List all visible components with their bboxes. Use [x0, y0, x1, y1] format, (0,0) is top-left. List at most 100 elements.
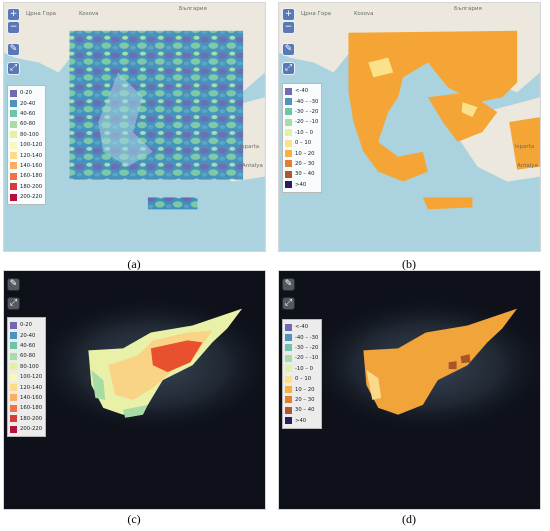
- legend-swatch: [285, 323, 292, 331]
- legend-swatch: [285, 170, 292, 178]
- legend-item: 20-40: [10, 98, 42, 108]
- legend-label: -20 – -10: [295, 355, 319, 362]
- cyprus-solar-map-c: [4, 271, 265, 509]
- draw-tool-button[interactable]: ✎: [8, 44, 19, 55]
- legend-label: 20-40: [20, 100, 36, 107]
- legend-swatch: [285, 108, 292, 116]
- legend-swatch: [10, 352, 17, 360]
- draw-tool-button[interactable]: ✎: [283, 44, 294, 55]
- legend-swatch: [285, 334, 292, 342]
- legend-label: -40 – -30: [295, 98, 319, 105]
- legend-item: 10 – 20: [285, 148, 318, 158]
- legend-item: 0-20: [10, 320, 42, 330]
- legend-swatch: [10, 89, 17, 97]
- zoom-out-button[interactable]: −: [8, 22, 19, 33]
- legend-label: 180-200: [20, 415, 43, 422]
- fullscreen-button[interactable]: ⤢: [8, 298, 19, 309]
- zoom-in-button[interactable]: +: [283, 9, 294, 20]
- caption-b: (b): [402, 257, 416, 271]
- legend-item: >40: [285, 180, 318, 190]
- legend-item: 30 – 40: [285, 169, 318, 179]
- legend-label: -40 – -30: [295, 334, 319, 341]
- legend-swatch: [10, 131, 17, 139]
- zoom-in-button[interactable]: +: [8, 9, 19, 20]
- map-panel-a[interactable]: + − ✎ ⤢ 0-20 20-40 40-60 60-80 80-100 100-120…: [3, 2, 266, 252]
- legend-item: -40 – -30: [285, 332, 318, 342]
- legend-swatch: [10, 363, 17, 371]
- map-label-kosova: Kosova: [79, 11, 99, 17]
- legend-swatch: [10, 415, 17, 423]
- legend-label: 120-140: [20, 384, 43, 391]
- legend-label: <-40: [295, 324, 309, 331]
- greece-diff-map-b: [279, 3, 540, 251]
- legend-swatch: [285, 181, 292, 189]
- legend-label: -10 – 0: [295, 129, 314, 136]
- legend-swatch: [10, 110, 17, 118]
- draw-tool-button[interactable]: ✎: [283, 279, 294, 290]
- map-panel-b[interactable]: + − ✎ ⤢ <-40 -40 – -30 -30 – -20 -20 – -10 -…: [278, 2, 541, 252]
- legend-swatch: [10, 141, 17, 149]
- map-panel-d[interactable]: ✎ ⤢ <-40 -40 – -30 -30 – -20 -20 – -10 -10 –…: [278, 270, 541, 510]
- legend-label: 30 – 40: [295, 407, 315, 414]
- fullscreen-button[interactable]: ⤢: [283, 63, 294, 74]
- legend-swatch: [10, 100, 17, 108]
- legend-label: 140-160: [20, 162, 43, 169]
- map-label-isparta: Isparta: [515, 144, 535, 150]
- legend-item: 40-60: [10, 341, 42, 351]
- legend-swatch: [10, 321, 17, 329]
- fullscreen-button[interactable]: ⤢: [8, 63, 19, 74]
- legend-item: 40-60: [10, 109, 42, 119]
- legend-item: -20 – -10: [285, 353, 318, 363]
- fullscreen-button[interactable]: ⤢: [283, 298, 294, 309]
- legend-item: 80-100: [10, 362, 42, 372]
- legend-label: 20 – 30: [295, 160, 315, 167]
- legend-item: 100-120: [10, 140, 42, 150]
- legend-item: 10 – 20: [285, 384, 318, 394]
- legend-item: 0 – 10: [285, 138, 318, 148]
- legend-item: 180-200: [10, 414, 42, 424]
- legend: 0-20 20-40 40-60 60-80 80-100 100-120 120-140 1…: [7, 317, 47, 438]
- legend-label: 0 – 10: [295, 376, 312, 383]
- legend-swatch: [10, 394, 17, 402]
- legend-label: 40-60: [20, 110, 36, 117]
- legend-swatch: [10, 193, 17, 201]
- map-label-kosova: Kosova: [354, 11, 374, 17]
- legend-label: 30 – 40: [295, 171, 315, 178]
- draw-tool-button[interactable]: ✎: [8, 279, 19, 290]
- map-label-bulgaria: България: [454, 6, 482, 12]
- legend-item: <-40: [285, 86, 318, 96]
- legend-swatch: [10, 332, 17, 340]
- legend-item: >40: [285, 416, 318, 426]
- legend-label: 160-180: [20, 405, 43, 412]
- map-label-antalya: Antalya: [517, 163, 538, 169]
- legend-label: 80-100: [20, 363, 39, 370]
- legend-item: -30 – -20: [285, 107, 318, 117]
- zoom-out-button[interactable]: −: [283, 22, 294, 33]
- legend-swatch: [285, 344, 292, 352]
- legend: <-40 -40 – -30 -30 – -20 -20 – -10 -10 – 0 0 …: [282, 83, 323, 193]
- legend-swatch: [285, 354, 292, 362]
- legend-swatch: [285, 98, 292, 106]
- legend-label: 80-100: [20, 131, 39, 138]
- legend-swatch: [10, 404, 17, 412]
- legend-label: >40: [295, 181, 307, 188]
- legend-swatch: [285, 118, 292, 126]
- legend-label: 100-120: [20, 142, 43, 149]
- legend-label: 10 – 20: [295, 150, 315, 157]
- legend-swatch: [10, 152, 17, 160]
- cyprus-diff-map-d: [279, 271, 540, 509]
- caption-d: (d): [402, 512, 416, 526]
- legend-label: <-40: [295, 88, 309, 95]
- legend-label: 0-20: [20, 90, 33, 97]
- legend-item: 60-80: [10, 119, 42, 129]
- legend-item: 60-80: [10, 351, 42, 361]
- legend-swatch: [10, 425, 17, 433]
- legend-label: 10 – 20: [295, 386, 315, 393]
- legend-label: 160-180: [20, 173, 43, 180]
- legend-item: -30 – -20: [285, 343, 318, 353]
- legend-swatch: [10, 172, 17, 180]
- legend-item: 120-140: [10, 382, 42, 392]
- legend-label: 140-160: [20, 394, 43, 401]
- map-panel-c[interactable]: ✎ ⤢ 0-20 20-40 40-60 60-80 80-100 100-120 120-…: [3, 270, 266, 510]
- legend: 0-20 20-40 40-60 60-80 80-100 100-120 120-140 1…: [7, 85, 47, 206]
